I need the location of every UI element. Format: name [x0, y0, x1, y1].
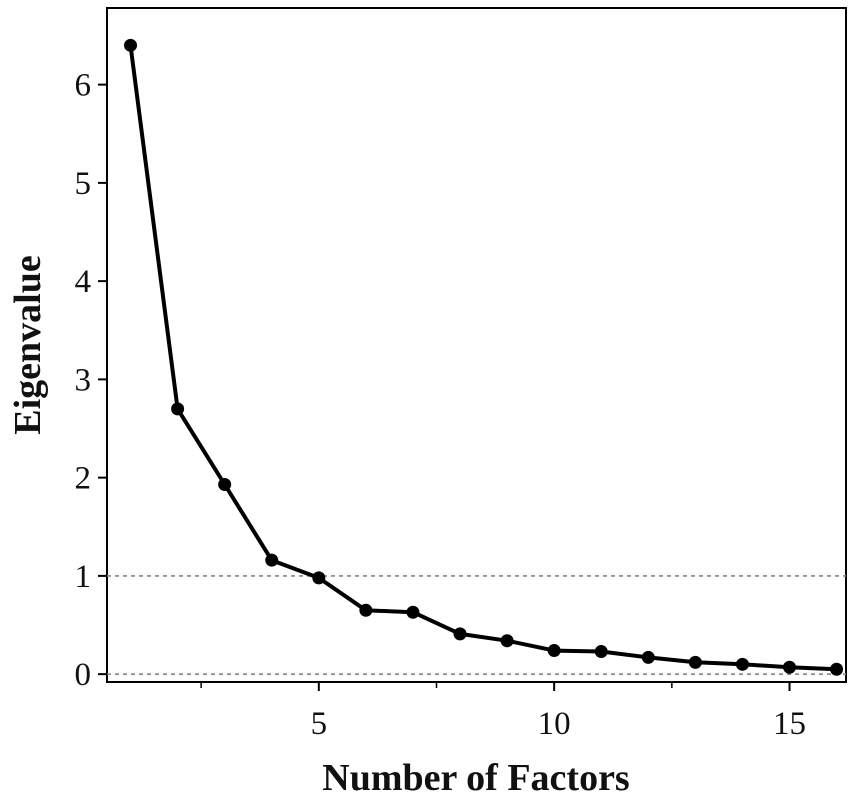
series-line	[128, 45, 837, 672]
data-point	[641, 650, 655, 664]
y-tick-label: 3	[75, 362, 92, 398]
plot-frame	[106, 7, 847, 683]
y-axis-title: Eigenvalue	[7, 255, 49, 434]
x-tick-label: 15	[773, 706, 806, 742]
data-point	[735, 657, 749, 671]
x-axis: 5 10 15	[200, 682, 806, 742]
data-point	[500, 634, 514, 648]
data-point	[688, 655, 702, 669]
data-point	[406, 605, 420, 619]
x-tick-label: 5	[311, 706, 328, 742]
x-axis-title: Number of Factors	[322, 757, 629, 799]
eigenvalue-series	[124, 38, 844, 676]
data-point	[124, 38, 138, 52]
data-point	[453, 627, 467, 641]
y-tick-label: 4	[75, 264, 92, 300]
y-tick-label: 1	[75, 559, 92, 595]
y-tick-label: 2	[75, 461, 92, 497]
y-axis: 0 1 2 3 4 5 6	[75, 68, 107, 693]
data-point	[594, 645, 608, 659]
data-point	[265, 553, 279, 567]
data-point	[547, 644, 561, 658]
data-point	[312, 571, 326, 585]
data-point	[830, 662, 844, 676]
data-point	[171, 402, 185, 416]
data-point	[218, 478, 232, 492]
reference-lines	[107, 575, 846, 675]
x-tick-label: 10	[538, 706, 571, 742]
y-tick-label: 0	[75, 657, 92, 693]
data-point	[783, 660, 797, 674]
data-point	[359, 603, 373, 617]
y-tick-label: 5	[75, 166, 92, 202]
y-tick-label: 6	[75, 68, 92, 104]
